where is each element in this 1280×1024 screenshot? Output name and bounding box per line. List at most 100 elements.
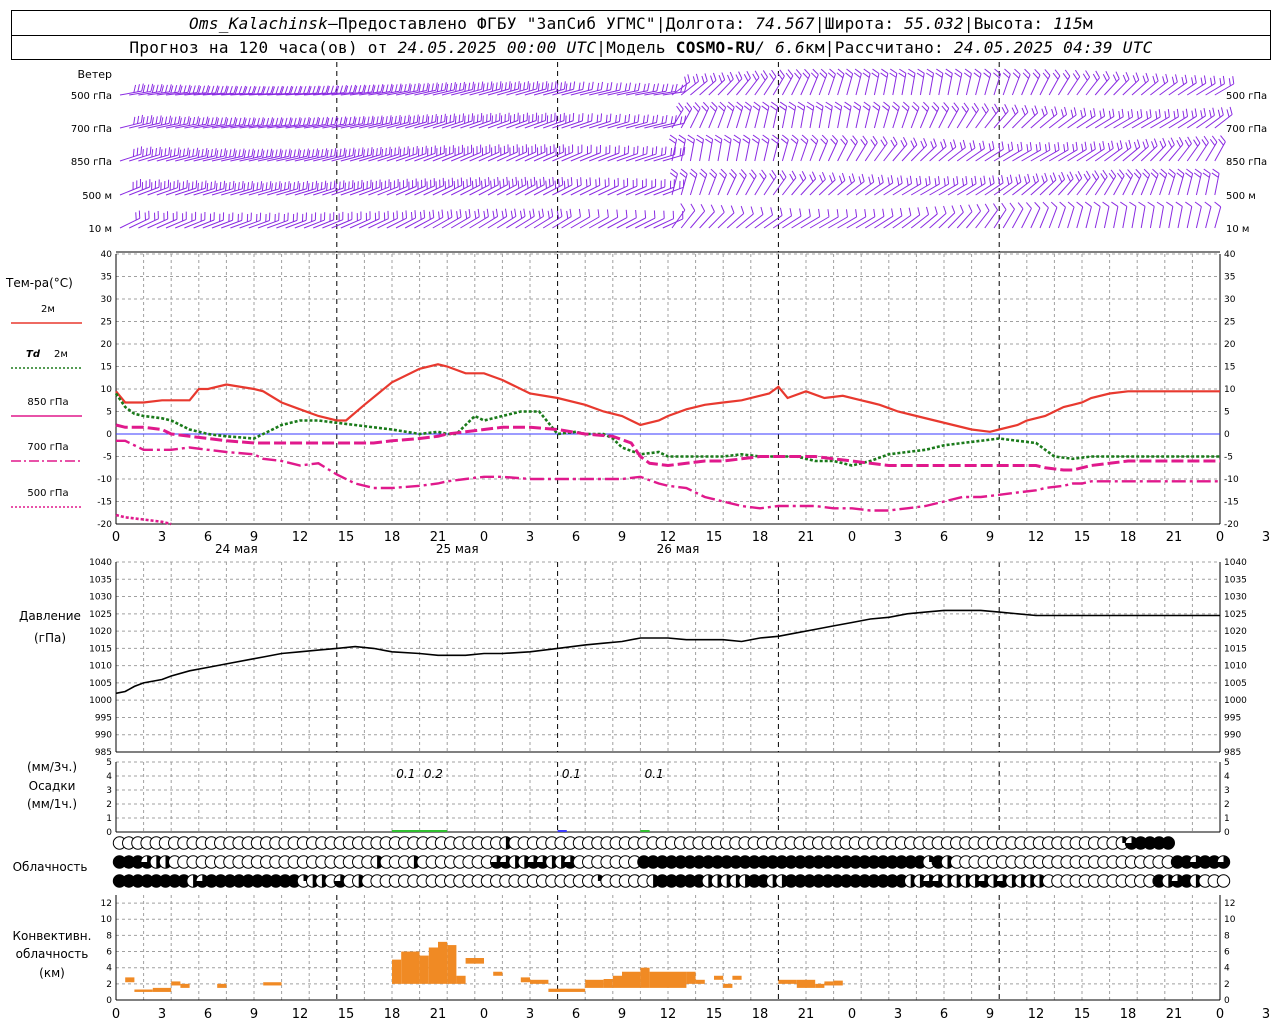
wind-barb-shaft [717,212,735,229]
wind-barb-feather [192,117,196,125]
wind-barb-feather [343,116,347,125]
wind-barb-feather [862,72,870,78]
wind-barb-feather [243,183,246,192]
wind-barb-shaft [929,146,947,162]
wind-barb-feather [214,116,218,125]
wind-barb-feather [868,176,872,185]
wind-barb-feather [837,68,845,75]
wind-barb-feather [1116,142,1120,151]
hour-tick-label: 12 [292,530,309,545]
wind-barb-feather [1066,142,1069,150]
hour-tick-label: 6 [572,530,580,545]
wind-barb-shaft [1131,146,1149,162]
wind-barb-feather [1211,135,1218,143]
wind-barb-shaft [680,81,699,96]
cloud-symbol-overcast [1208,855,1221,869]
wind-barb-feather [1021,107,1026,116]
wind-barb-shaft [1012,181,1031,196]
wind-barb-feather [324,148,328,157]
pressure-axis-tick-label: 1030 [89,593,112,603]
wind-barb-feather [414,210,417,219]
wind-barb-feather [445,115,448,124]
wind-barb-feather [770,105,778,111]
wind-barb-feather [872,68,880,74]
wind-barb-feather [458,114,461,123]
wind-barb-feather [478,177,481,186]
wind-barb-shaft [1104,147,1123,162]
wind-barb-shaft [993,181,1013,196]
wind-barb-feather [844,101,852,107]
temperature-axis-tick-label: 20 [101,340,113,350]
hour-tick-label: 0 [848,1007,856,1022]
wind-barb-feather [846,68,853,75]
wind-barb-shaft [1002,149,1023,162]
wind-barb-shaft [276,219,298,229]
wind-barb-feather [444,82,447,91]
wind-barb-feather [1212,168,1220,174]
convective-bar [622,971,641,988]
wind-barb-shaft [1058,178,1074,196]
wind-barb-feather [930,141,934,149]
pressure-axis-tick-label: 990 [1224,731,1241,741]
wind-barb-feather [493,178,496,187]
wind-barb-shaft [202,188,224,196]
hour-tick-label: 18 [752,530,769,545]
wind-barb-feather [357,148,360,157]
wind-barb-shaft [763,215,783,229]
wind-barb-feather [363,149,365,158]
wind-barb-shaft [193,219,215,229]
cloud-symbol-overcast [131,855,145,869]
wind-barb-feather [381,117,384,125]
wind-barb-feather [1193,172,1201,178]
wind-barb-feather [1039,142,1042,151]
wind-barb-feather [342,180,345,189]
hour-tick-label: 9 [618,530,626,545]
wind-barb-feather [935,72,943,78]
wind-barb-feather [1058,174,1063,183]
wind-barb-feather [684,84,687,92]
wind-barb-feather [477,82,480,91]
wind-barb-feather [600,113,603,122]
wind-barb-feather [890,68,898,74]
wind-barb-feather [543,176,545,185]
wind-barb-feather [499,81,502,90]
calculated-value: 24.05.2025 04:39 UTC [953,37,1153,57]
wind-barb-feather [1100,173,1106,181]
wind-barb-feather [587,114,589,123]
wind-barb-shaft [156,187,178,196]
cloud-symbol-overcast [665,874,678,888]
wind-barb-feather [233,117,237,125]
wind-barb-feather [700,168,708,175]
wind-barb-feather [170,85,174,94]
wind-barb-feather [407,83,411,92]
wind-barb-feather [1102,169,1108,177]
wind-barb-feather [182,148,185,157]
wind-barb-feather [1218,138,1224,146]
convective-axis-tick-label: 10 [101,915,113,925]
wind-barb-feather [325,85,329,94]
wind-barb-feather [1151,141,1155,149]
wind-barb-feather [399,116,403,125]
wind-barb-shaft [837,216,857,229]
temperature-axis-tick-label: 25 [101,318,112,328]
wind-barb-feather [164,116,168,125]
wind-barb-feather [343,147,346,156]
wind-barb-shaft [175,219,196,229]
wind-barb-shaft [1149,174,1159,196]
wind-barb-feather [1167,172,1175,179]
wind-barb-feather [714,138,722,144]
cloud-symbol-overcast [637,855,651,869]
wind-barb-shaft [1113,175,1125,196]
wind-barb-feather [462,180,465,189]
precipitation-axis-tick-label: 2 [106,800,112,810]
wind-barb-feather [482,83,485,92]
wind-barb-feather [251,181,253,189]
wind-barb-feather [333,180,336,189]
convective-bar [392,959,402,984]
wind-barb-feather [349,85,353,94]
wind-barb-shaft [552,151,573,162]
wind-barb-shaft [450,216,471,229]
wind-barb-feather [348,148,351,157]
wind-barb-feather [908,207,912,216]
wind-barb-shaft [984,182,1004,196]
